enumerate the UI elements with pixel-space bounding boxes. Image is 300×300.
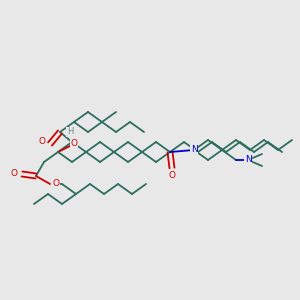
Text: O: O (11, 169, 17, 178)
Text: H: H (67, 128, 73, 136)
Text: O: O (169, 172, 176, 181)
Text: O: O (38, 137, 46, 146)
Text: O: O (52, 179, 59, 188)
Text: O: O (70, 140, 77, 148)
Text: N: N (244, 155, 251, 164)
Text: N: N (190, 146, 197, 154)
